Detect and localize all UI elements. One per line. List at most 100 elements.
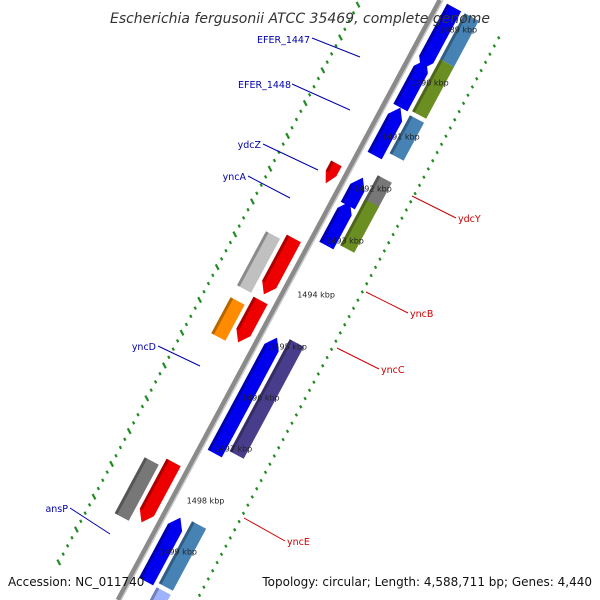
gc-dot — [302, 99, 308, 107]
gc-dot — [144, 395, 150, 402]
gc-dot — [391, 232, 395, 237]
gc-dot — [228, 240, 233, 245]
gc-dot — [329, 347, 334, 352]
leader-line — [157, 345, 201, 367]
gc-dot — [400, 216, 404, 220]
tick-label: 1494 kbp — [297, 291, 335, 300]
cds-yncc — [236, 296, 268, 343]
gc-dot — [202, 585, 206, 589]
cog-block-yncb — [237, 231, 281, 293]
cog-block-yncd-shade — [229, 339, 293, 453]
gc-dot — [259, 183, 263, 187]
gene-labels: EFER_1447 EFER_1448 ydcZ yncA ydcY yncB yncC yn… — [45, 35, 480, 548]
gc-dot — [219, 552, 224, 557]
gc-dot — [338, 331, 343, 335]
cog-block-yncb-shade — [237, 231, 269, 287]
gc-dot — [105, 470, 109, 474]
gc-dot — [488, 52, 492, 56]
gc-dot — [179, 329, 185, 336]
gc-dot — [312, 84, 316, 89]
cds-efer1446 — [419, 3, 462, 70]
gc-dot — [453, 117, 457, 122]
gc-dot — [255, 486, 259, 491]
genome-backbone — [115, 0, 443, 600]
cog-block-ynce-shade — [114, 457, 148, 515]
gc-dot — [224, 248, 228, 253]
gc-dot — [299, 109, 303, 114]
gc-dot — [417, 183, 422, 188]
gc-dot — [470, 85, 475, 89]
gc-dot — [422, 175, 426, 179]
cds-ydcz-shade — [340, 183, 354, 204]
leader-line — [291, 83, 351, 111]
gc-dot — [355, 1, 361, 8]
gc-dot — [272, 454, 277, 458]
gc-dot — [241, 511, 246, 516]
gene-label: ansP — [45, 504, 68, 515]
gc-dot — [365, 281, 369, 286]
cds-ynce — [139, 458, 181, 523]
gc-dot — [224, 544, 228, 548]
cog-block-efer1447-shade — [412, 59, 443, 113]
gc-dot — [268, 462, 272, 466]
gc-dot — [299, 404, 303, 409]
gc-dot — [259, 478, 263, 483]
tick-label: 1489 kbp — [439, 26, 477, 35]
cds-efer1448 — [367, 107, 403, 160]
gc-dot — [237, 519, 241, 524]
gc-dot — [461, 101, 466, 106]
accession-label: Accession: NC_011740 — [8, 575, 144, 589]
gc-dot — [439, 142, 444, 147]
leader-line — [411, 195, 457, 219]
gc-dot — [161, 362, 167, 369]
cds-ydcy — [325, 160, 342, 184]
cds-efer1447 — [393, 59, 428, 112]
gene-label: yncA — [223, 172, 247, 183]
cog-block-ynca — [340, 199, 379, 253]
gc-content-ring-right — [56, 1, 361, 566]
cds-ansp-body — [139, 517, 183, 586]
cds-ydcy-body — [325, 160, 342, 184]
gc-dot — [114, 453, 118, 458]
cds-ansp — [139, 517, 183, 586]
gc-dot — [334, 339, 338, 343]
gc-dot — [70, 535, 74, 540]
tick-label: 1493 kbp — [326, 237, 364, 246]
gc-dot — [246, 503, 250, 507]
gc-dot — [101, 478, 105, 483]
cds-efer1447-body — [393, 59, 428, 112]
gc-dot — [294, 117, 299, 122]
gc-dot — [360, 290, 365, 294]
cog-block-ynce — [114, 457, 159, 521]
gc-dot — [91, 493, 97, 500]
gc-dot — [320, 67, 326, 74]
gc-dot — [211, 273, 215, 278]
gc-dot — [325, 355, 329, 360]
gc-dot — [307, 388, 312, 393]
gc-dot — [131, 421, 136, 425]
gc-dot — [325, 60, 329, 64]
gene-label: ydcZ — [238, 140, 262, 151]
gc-dot — [233, 527, 237, 532]
tick-label: 1498 kbp — [187, 497, 225, 506]
gene-label: EFER_1448 — [238, 80, 291, 91]
gc-dot — [246, 207, 250, 212]
gc-dot — [492, 44, 497, 48]
gc-dot — [483, 60, 488, 65]
gc-dot — [466, 93, 470, 97]
gc-dot — [149, 388, 153, 392]
gc-dot — [479, 68, 483, 73]
gc-dot — [241, 216, 246, 220]
gc-dot — [356, 298, 360, 302]
gc-dot — [65, 544, 70, 548]
gc-dot — [272, 158, 277, 163]
gc-dot — [197, 296, 203, 304]
gene-label: yncB — [410, 309, 433, 320]
gc-dot — [316, 76, 321, 81]
genome-backbone-highlight — [120, 0, 444, 600]
cds-efer1448-body — [367, 107, 403, 160]
gc-dot — [167, 355, 171, 360]
topology-summary: Topology: circular; Length: 4,588,711 bp… — [261, 575, 592, 589]
gc-dot — [175, 339, 180, 343]
